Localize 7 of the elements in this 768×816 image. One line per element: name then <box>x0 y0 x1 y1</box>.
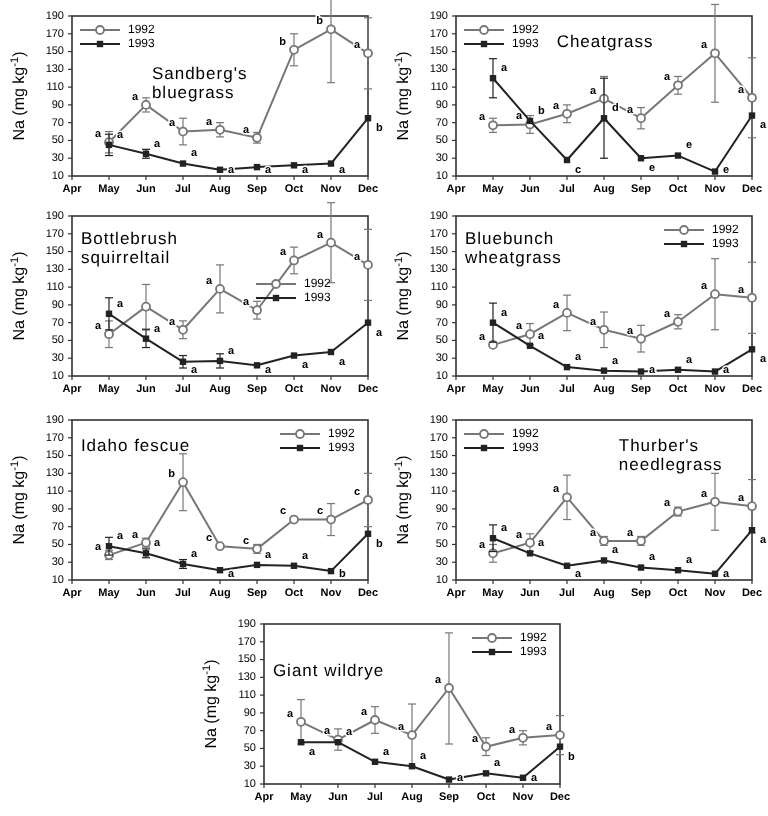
text: Sandberg's bluegrass <box>151 64 248 104</box>
text: Bluebunch wheatgrass <box>462 228 562 268</box>
text: Idaho fescue <box>80 436 191 457</box>
text: Giant wildrye <box>272 660 385 681</box>
text: Cheatgrass <box>556 32 654 53</box>
text: Thurber's needlegrass <box>618 436 723 476</box>
text: Bottlebrush squirreltail <box>80 228 178 268</box>
